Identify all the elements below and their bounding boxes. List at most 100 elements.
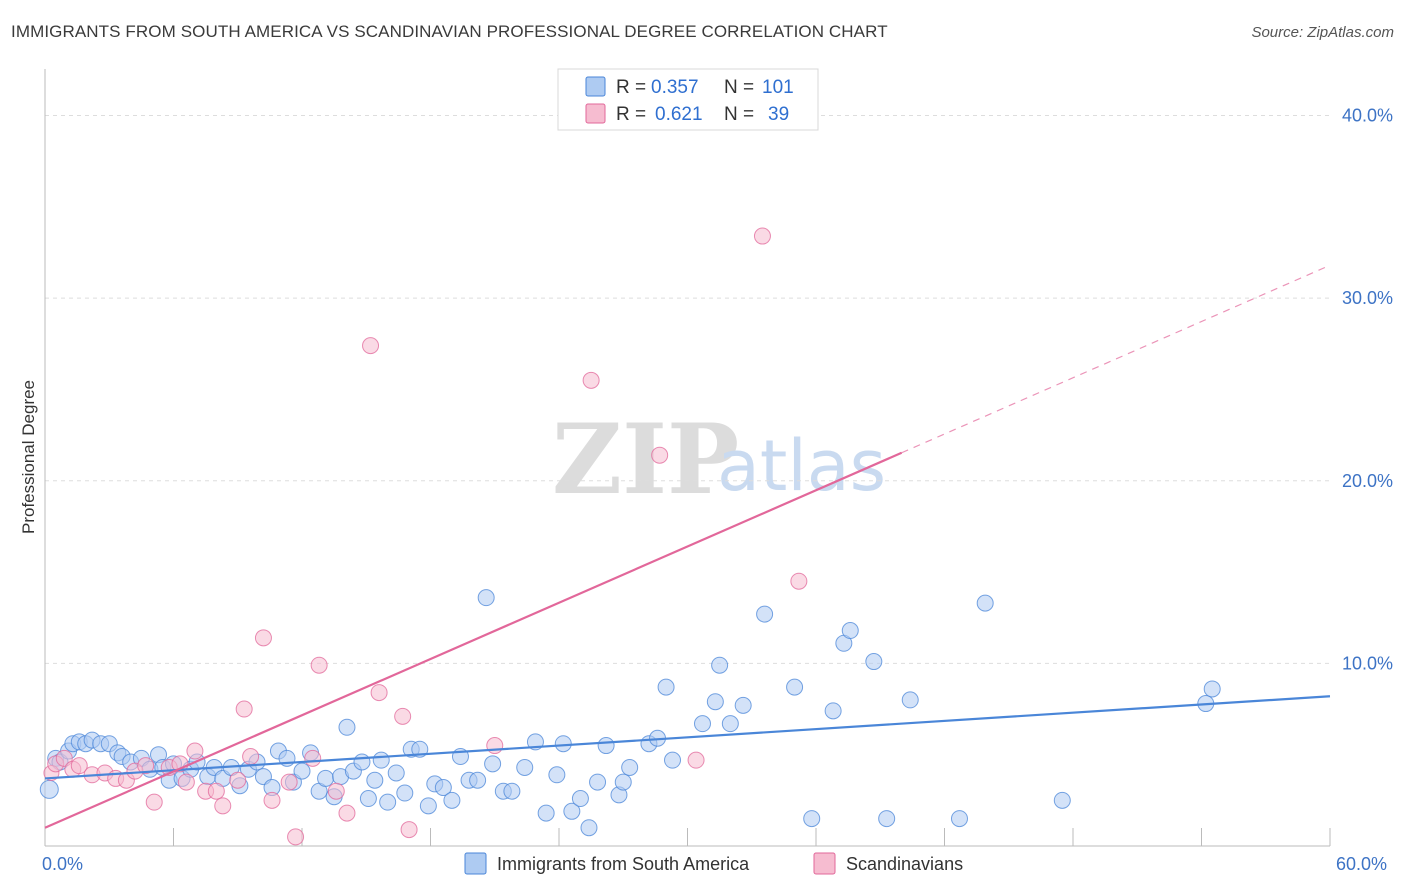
immigrants-point-62: [516, 758, 534, 776]
immigrants-point-87: [824, 702, 842, 720]
immigrants-point-69: [580, 819, 598, 837]
scandinavians-point-31: [370, 684, 388, 702]
immigrants-point-68: [571, 790, 589, 808]
immigrants-point-64: [537, 804, 555, 822]
immigrants-point-70: [589, 773, 607, 791]
scandinavians-point-10: [137, 757, 155, 775]
y-axis-tick-labels: 10.0% 20.0% 30.0% 40.0%: [1342, 106, 1393, 674]
legend-swatch-pink: [585, 103, 606, 124]
immigrants-point-51: [419, 797, 437, 815]
immigrants-point-42: [353, 753, 371, 771]
scandinavians-point-14: [177, 773, 195, 791]
immigrants-point-95: [1053, 791, 1071, 809]
legend-r-label-blue: R =: [616, 77, 646, 98]
scandinavians-trend-extension: [901, 264, 1331, 454]
bottom-legend-label-pink: Scandinavians: [846, 854, 963, 874]
scandinavians-point-33: [400, 821, 418, 839]
immigrants-point-83: [734, 696, 752, 714]
immigrants-trend-line: [44, 695, 1331, 780]
immigrants-point-97: [1203, 680, 1221, 698]
scandinavians-point-32: [394, 707, 412, 725]
scandinavians-point-19: [229, 771, 247, 789]
scandinavians-point-37: [687, 751, 705, 769]
x-tick-label-min: 0.0%: [42, 854, 83, 874]
immigrants-point-47: [387, 764, 405, 782]
source-label: Source: ZipAtlas.com: [1251, 24, 1394, 41]
scandinavians-point-25: [287, 828, 305, 846]
scandinavians-point-21: [242, 748, 260, 766]
watermark-atlas: atlas: [717, 425, 886, 507]
scandinavians-point-39: [790, 572, 808, 590]
immigrants-point-59: [484, 755, 502, 773]
immigrants-point-57: [469, 771, 487, 789]
scandinavians-point-15: [186, 742, 204, 760]
legend-swatch-blue: [585, 76, 606, 97]
bottom-legend-swatch-blue: [464, 852, 487, 875]
x-axis-ticks: [44, 828, 1331, 846]
immigrants-point-94: [976, 594, 994, 612]
immigrants-point-71: [597, 737, 615, 755]
scandinavians-point-26: [304, 749, 322, 767]
y-tick-label-40: 40.0%: [1342, 106, 1393, 126]
legend-r-value-pink: 0.621: [655, 104, 703, 125]
immigrants-point-37: [317, 769, 335, 787]
scandinavians-point-24: [280, 773, 298, 791]
scandinavians-point-4: [70, 757, 88, 775]
scandinavians-point-22: [254, 629, 272, 647]
scandinavians-point-20: [235, 700, 253, 718]
y-tick-label-20: 20.0%: [1342, 471, 1393, 491]
scandinavians-point-18: [214, 797, 232, 815]
bottom-legend-swatch-pink: [813, 852, 836, 875]
immigrants-point-89: [841, 622, 859, 640]
immigrants-point-44: [366, 771, 384, 789]
immigrants-point-48: [396, 784, 414, 802]
legend-r-value-blue: 0.357: [651, 77, 699, 98]
immigrants-point-58: [477, 589, 495, 607]
immigrants-point-54: [443, 791, 461, 809]
x-tick-label-max: 60.0%: [1336, 854, 1387, 874]
scandinavians-point-29: [338, 804, 356, 822]
immigrants-point-90: [865, 653, 883, 671]
immigrants-point-45: [372, 751, 390, 769]
immigrants-point-93: [950, 810, 968, 828]
watermark-zip: ZIP: [552, 403, 739, 516]
legend-n-label-pink: N =: [724, 104, 754, 125]
immigrants-point-53: [434, 779, 452, 797]
scandinavians-trend-line: [44, 451, 903, 829]
scandinavians-point-11: [145, 793, 163, 811]
immigrants-point-61: [503, 782, 521, 800]
immigrants-point-73: [614, 773, 632, 791]
chart-title: IMMIGRANTS FROM SOUTH AMERICA VS SCANDIN…: [11, 22, 888, 41]
y-tick-label-30: 30.0%: [1342, 288, 1393, 308]
immigrants-point-40: [338, 718, 356, 736]
scandinavians-point-38: [753, 227, 771, 245]
scandinavians-point-36: [651, 446, 669, 464]
trend-lines: [44, 264, 1331, 829]
series-legend: Immigrants from South America Scandinavi…: [464, 852, 963, 875]
immigrants-point-78: [664, 751, 682, 769]
immigrants-point-86: [803, 810, 821, 828]
immigrants-point-79: [693, 715, 711, 733]
grid-lines: [45, 115, 1330, 664]
scandinavians-point-34: [486, 737, 504, 755]
y-tick-label-10: 10.0%: [1342, 653, 1393, 673]
legend-r-label-pink: R =: [616, 104, 646, 125]
immigrants-point-80: [706, 693, 724, 711]
scandinavians-point-17: [207, 782, 225, 800]
immigrants-point-34: [293, 762, 311, 780]
immigrants-point-91: [878, 810, 896, 828]
scandinavians-point-30: [362, 337, 380, 355]
immigrants-point-81: [711, 656, 729, 674]
immigrants-point-82: [721, 715, 739, 733]
stats-legend: R = 0.357 N = 101 R = 0.621 N = 39: [557, 68, 819, 131]
immigrants-point-92: [901, 691, 919, 709]
immigrants-point-77: [657, 678, 675, 696]
immigrants-point-74: [621, 758, 639, 776]
immigrants-point-0: [39, 779, 59, 799]
legend-n-value-pink: 39: [768, 104, 789, 125]
immigrants-point-46: [379, 793, 397, 811]
immigrants-point-43: [359, 790, 377, 808]
immigrants-point-84: [756, 605, 774, 623]
immigrants-point-66: [554, 735, 572, 753]
